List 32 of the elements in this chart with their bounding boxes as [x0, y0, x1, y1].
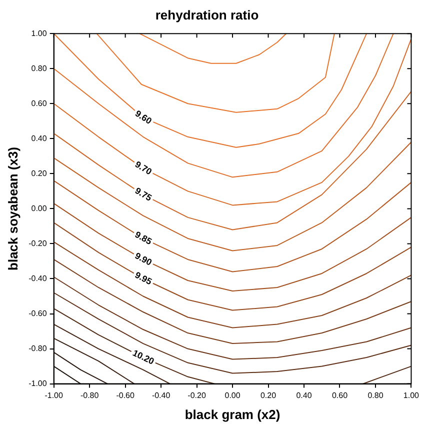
series-label: 9.60: [133, 108, 154, 126]
chart-title: rehydration ratio: [155, 7, 259, 22]
y-tick-label: -0.20: [28, 238, 48, 248]
x-tick-label: -0.60: [116, 390, 135, 400]
series-label: 9.70: [133, 159, 154, 177]
x-axis-title: black gram (x2): [184, 406, 280, 422]
x-tick-label: 0.20: [260, 390, 277, 400]
y-tick-label: 0.20: [31, 168, 48, 178]
y-tick-label: 0.00: [31, 204, 48, 213]
y-tick-label: 0.60: [31, 98, 48, 108]
x-tick-label: 0.00: [224, 390, 241, 400]
series-label: 9.75: [133, 186, 154, 203]
y-tick-label: -0.60: [28, 308, 48, 318]
x-tick-label: 1.00: [403, 390, 420, 400]
x-tick-label: -0.40: [152, 390, 171, 400]
y-tick-label: 0.80: [31, 64, 48, 73]
x-tick-label: -0.20: [188, 390, 206, 400]
series-label: 9.85: [133, 229, 154, 247]
series-label: 10.20: [131, 348, 156, 366]
y-tick-label: 1.00: [31, 28, 48, 38]
x-tick-label: 0.60: [332, 390, 348, 400]
series-label: 9.90: [133, 250, 154, 268]
y-tick-label: -0.40: [28, 274, 48, 283]
y-tick-label: -1.00: [28, 379, 48, 388]
y-tick-label: 0.40: [31, 134, 48, 143]
y-tick-label: -0.80: [28, 344, 48, 353]
x-tick-label: 0.80: [368, 390, 384, 400]
x-tick-label: -0.80: [80, 390, 100, 400]
y-axis-title: black soyabean (x3): [5, 146, 20, 270]
x-tick-label: 0.40: [296, 390, 312, 400]
series-label: 9.95: [133, 270, 154, 287]
x-tick-label: -1.00: [44, 390, 64, 400]
